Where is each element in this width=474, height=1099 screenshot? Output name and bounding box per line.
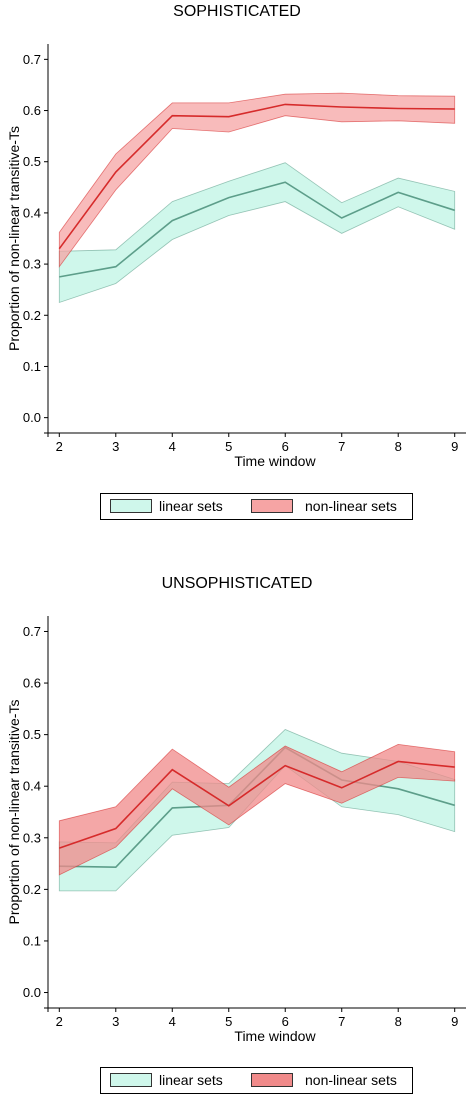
x-tick-label: 3 [112, 1014, 119, 1029]
x-tick-label: 6 [282, 439, 289, 454]
legend-label-nonlinear: non-linear sets [305, 498, 397, 514]
legend-key-linear [110, 1073, 152, 1087]
legend-label-nonlinear: non-linear sets [305, 1072, 397, 1088]
y-axis-label: Proportion of non-linear transitive-Ts [6, 126, 22, 351]
y-tick-label: 0.7 [23, 52, 41, 67]
unsophisticated-panel: UNSOPHISTICATED 0.0 0.1 0.2 0.3 0.4 0.5 0.6 0.7… [0, 572, 474, 1099]
x-tick-label: 9 [451, 1014, 458, 1029]
x-axis-label: Time window [234, 1028, 316, 1044]
x-tick-label: 8 [395, 1014, 402, 1029]
y-tick-label: 0.4 [23, 205, 41, 220]
y-tick-label: 0.5 [23, 727, 41, 742]
y-tick-label: 0.1 [23, 933, 41, 948]
x-tick-label: 4 [169, 1014, 176, 1029]
series-line-nonlinear [58, 103, 455, 250]
x-tick-label: 5 [225, 1014, 232, 1029]
x-tick-label: 2 [56, 439, 63, 454]
confidence-band-linear [58, 162, 456, 304]
y-tick-label: 0.7 [23, 624, 41, 639]
confidence-band-nonlinear [58, 743, 456, 876]
sophisticated-panel: SOPHISTICATED 0.0 0.1 0.2 0.3 0.4 0.5 0.6 0.7 2 3… [0, 0, 474, 540]
chart-title: UNSOPHISTICATED [161, 575, 313, 592]
x-tick-label: 9 [451, 439, 458, 454]
series-line-linear [59, 181, 455, 278]
series-line-nonlinear [59, 760, 455, 849]
y-tick-label: 0.6 [23, 676, 41, 691]
y-tick-label: 0.0 [23, 985, 41, 1000]
y-tick-label: 0.2 [23, 308, 41, 323]
y-tick-label: 0.3 [23, 257, 41, 272]
y-tick-label: 0.6 [23, 103, 41, 118]
x-axis-label: Time window [234, 453, 316, 469]
x-tick-label: 7 [338, 439, 345, 454]
sophisticated-chart: 0.0 0.1 0.2 0.3 0.4 0.5 0.6 0.7 2 3 4 5 6 7 8 9 Time win… [6, 44, 466, 469]
chart-title: SOPHISTICATED [173, 3, 301, 20]
y-axis-label: Proportion of non-linear transitive-Ts [6, 700, 22, 925]
legend: linear sets non-linear sets [100, 1067, 413, 1094]
y-tick-label: 0.1 [23, 359, 41, 374]
y-tick-label: 0.2 [23, 882, 41, 897]
unsophisticated-chart: 0.0 0.1 0.2 0.3 0.4 0.5 0.6 0.7 2 3 4 5 6 7 8 9 Time win… [6, 616, 466, 1044]
y-tick-label: 0.0 [23, 410, 41, 425]
x-tick-label: 3 [112, 439, 119, 454]
legend-key-nonlinear [251, 499, 293, 513]
x-tick-label: 5 [225, 439, 232, 454]
legend-key-nonlinear [251, 1073, 293, 1087]
x-tick-label: 4 [169, 439, 176, 454]
x-tick-label: 7 [338, 1014, 345, 1029]
legend: linear sets non-linear sets [100, 493, 413, 520]
legend-label-linear: linear sets [159, 1072, 223, 1088]
confidence-band-nonlinear [58, 92, 456, 268]
y-tick-label: 0.3 [23, 830, 41, 845]
legend-key-linear [110, 499, 152, 513]
x-tick-label: 6 [282, 1014, 289, 1029]
y-tick-label: 0.4 [23, 779, 41, 794]
x-tick-label: 2 [56, 1014, 63, 1029]
legend-label-linear: linear sets [159, 498, 223, 514]
x-tick-label: 8 [395, 439, 402, 454]
y-tick-label: 0.5 [23, 154, 41, 169]
